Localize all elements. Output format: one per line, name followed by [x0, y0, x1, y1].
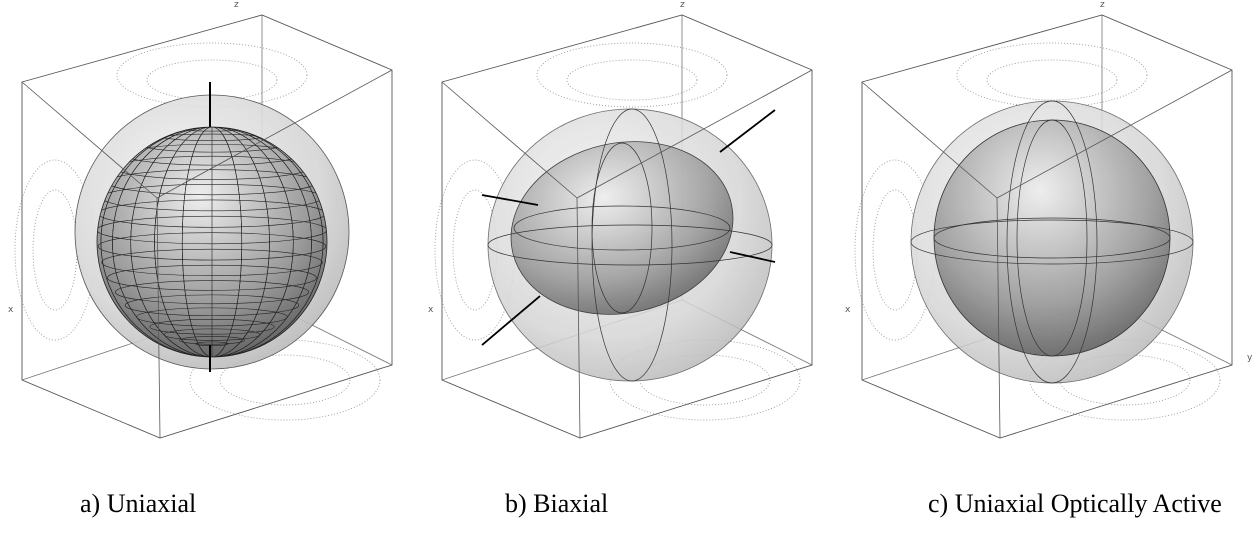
axis-label: z [680, 0, 685, 10]
field-line [987, 60, 1117, 100]
axis-label: z [1100, 0, 1105, 10]
axis-label: x [428, 305, 434, 315]
panel [15, 15, 392, 438]
axis-label: y [1247, 353, 1253, 363]
field-line [537, 43, 727, 107]
page: z x z x z x y a) Uniaxial b) Biaxial c) … [0, 0, 1257, 548]
field-line [567, 60, 697, 100]
field-line [147, 60, 277, 100]
axis-label: z [234, 0, 239, 10]
field-line [33, 190, 77, 310]
axis-label: x [845, 305, 851, 315]
figure: z x z x z x y a) Uniaxial b) Biaxial c) … [0, 0, 1257, 548]
artwork [15, 15, 1232, 438]
field-line [873, 190, 917, 310]
axis-label: x [8, 305, 14, 315]
panel [435, 15, 812, 438]
panel [855, 15, 1232, 438]
caption: c) Uniaxial Optically Active [928, 489, 1222, 518]
optic-axis [720, 110, 775, 152]
field-line [957, 43, 1147, 107]
caption: b) Biaxial [505, 489, 608, 518]
inner-surface [934, 120, 1170, 356]
caption: a) Uniaxial [80, 489, 196, 518]
